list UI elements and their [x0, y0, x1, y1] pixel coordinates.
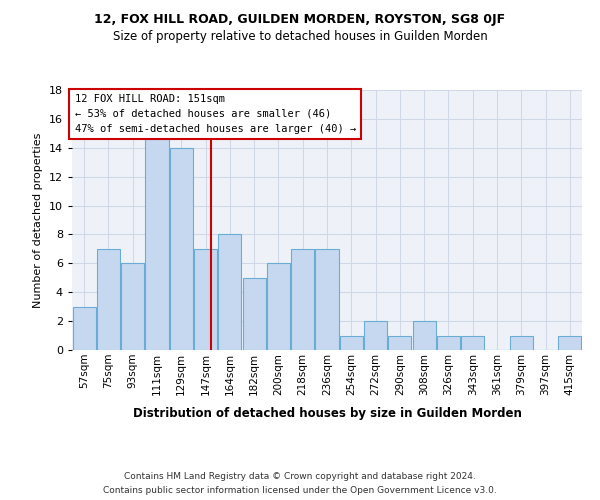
Text: Size of property relative to detached houses in Guilden Morden: Size of property relative to detached ho…	[113, 30, 487, 43]
Bar	[316, 249, 338, 350]
Bar	[291, 249, 314, 350]
Bar	[121, 264, 144, 350]
Bar	[97, 249, 120, 350]
Bar	[194, 249, 217, 350]
Text: 12, FOX HILL ROAD, GUILDEN MORDEN, ROYSTON, SG8 0JF: 12, FOX HILL ROAD, GUILDEN MORDEN, ROYST…	[94, 12, 506, 26]
Text: Distribution of detached houses by size in Guilden Morden: Distribution of detached houses by size …	[133, 408, 521, 420]
Bar	[170, 148, 193, 350]
Text: Contains HM Land Registry data © Crown copyright and database right 2024.
Contai: Contains HM Land Registry data © Crown c…	[103, 472, 497, 495]
Y-axis label: Number of detached properties: Number of detached properties	[33, 132, 43, 308]
Bar	[267, 264, 290, 350]
Bar	[437, 336, 460, 350]
Bar	[461, 336, 484, 350]
Bar	[145, 134, 169, 350]
Bar	[413, 321, 436, 350]
Bar	[510, 336, 533, 350]
Bar	[364, 321, 387, 350]
Bar	[218, 234, 241, 350]
Text: 12 FOX HILL ROAD: 151sqm
← 53% of detached houses are smaller (46)
47% of semi-d: 12 FOX HILL ROAD: 151sqm ← 53% of detach…	[74, 94, 356, 134]
Bar	[559, 336, 581, 350]
Bar	[388, 336, 412, 350]
Bar	[73, 306, 95, 350]
Bar	[340, 336, 363, 350]
Bar	[242, 278, 266, 350]
